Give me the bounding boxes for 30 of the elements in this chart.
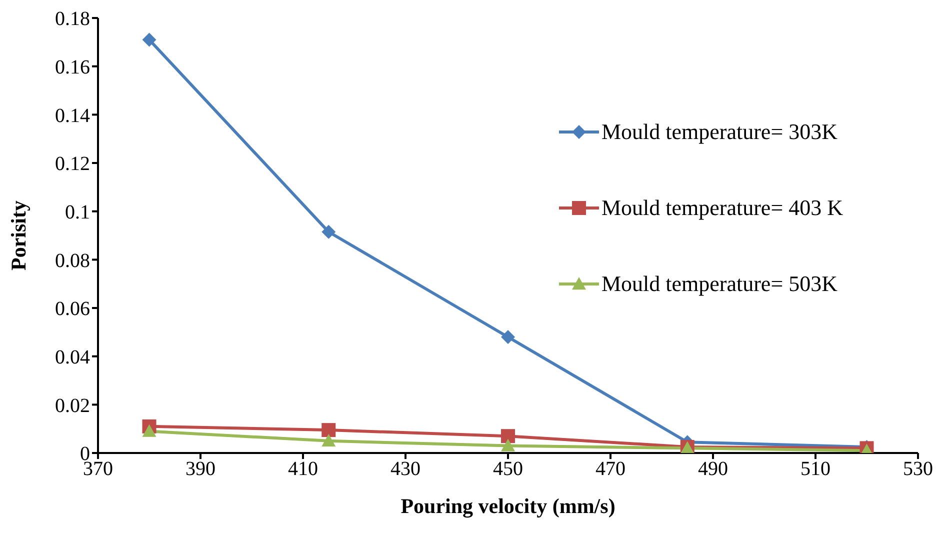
point [501,429,515,444]
point [142,32,156,47]
legend-label: Mould temperature= 403 K [601,195,843,221]
y-tick-label: 0.14 [55,104,90,127]
legend-label: Mould temperature= 303K [601,119,838,145]
y-tick-label: 0.06 [55,298,90,320]
legend-label: Mould temperature= 503K [601,271,838,297]
x-axis-title: Pouring velocity (mm/s) [400,494,616,518]
x-tick-label: 490 [698,458,728,480]
y-tick-label: 0.04 [55,346,90,368]
point [142,424,156,437]
y-tick-label: 0.08 [55,250,90,272]
x-tick-label: 430 [390,458,420,480]
point [501,438,515,452]
x-tick-label: 470 [596,458,626,480]
x-tick-label: 410 [288,458,318,480]
x-tick-label: 450 [493,458,523,480]
point [501,330,515,344]
point [322,423,336,438]
x-tick-label: 390 [186,458,216,480]
point [322,224,336,239]
x-tick-label: 510 [800,458,830,480]
y-tick-label: 0.16 [55,56,90,78]
point [322,434,336,447]
x-tick-label: 530 [903,458,933,480]
y-axis-title: Porisity [6,200,30,270]
y-tick-label: 0.18 [55,8,90,30]
y-tick-label: 0.1 [65,201,90,224]
y-tick-label: 0.02 [55,394,90,417]
y-tick-label: 0.12 [55,153,90,176]
